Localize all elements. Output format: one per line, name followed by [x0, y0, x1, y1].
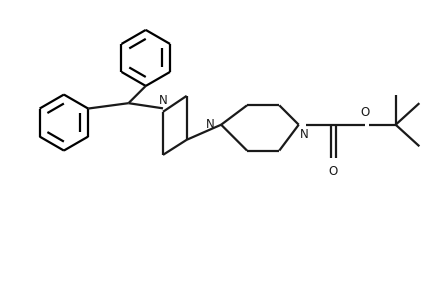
Text: N: N — [159, 94, 167, 107]
Text: N: N — [300, 128, 308, 141]
Text: O: O — [361, 106, 370, 119]
Text: N: N — [206, 118, 215, 131]
Text: O: O — [328, 165, 338, 178]
